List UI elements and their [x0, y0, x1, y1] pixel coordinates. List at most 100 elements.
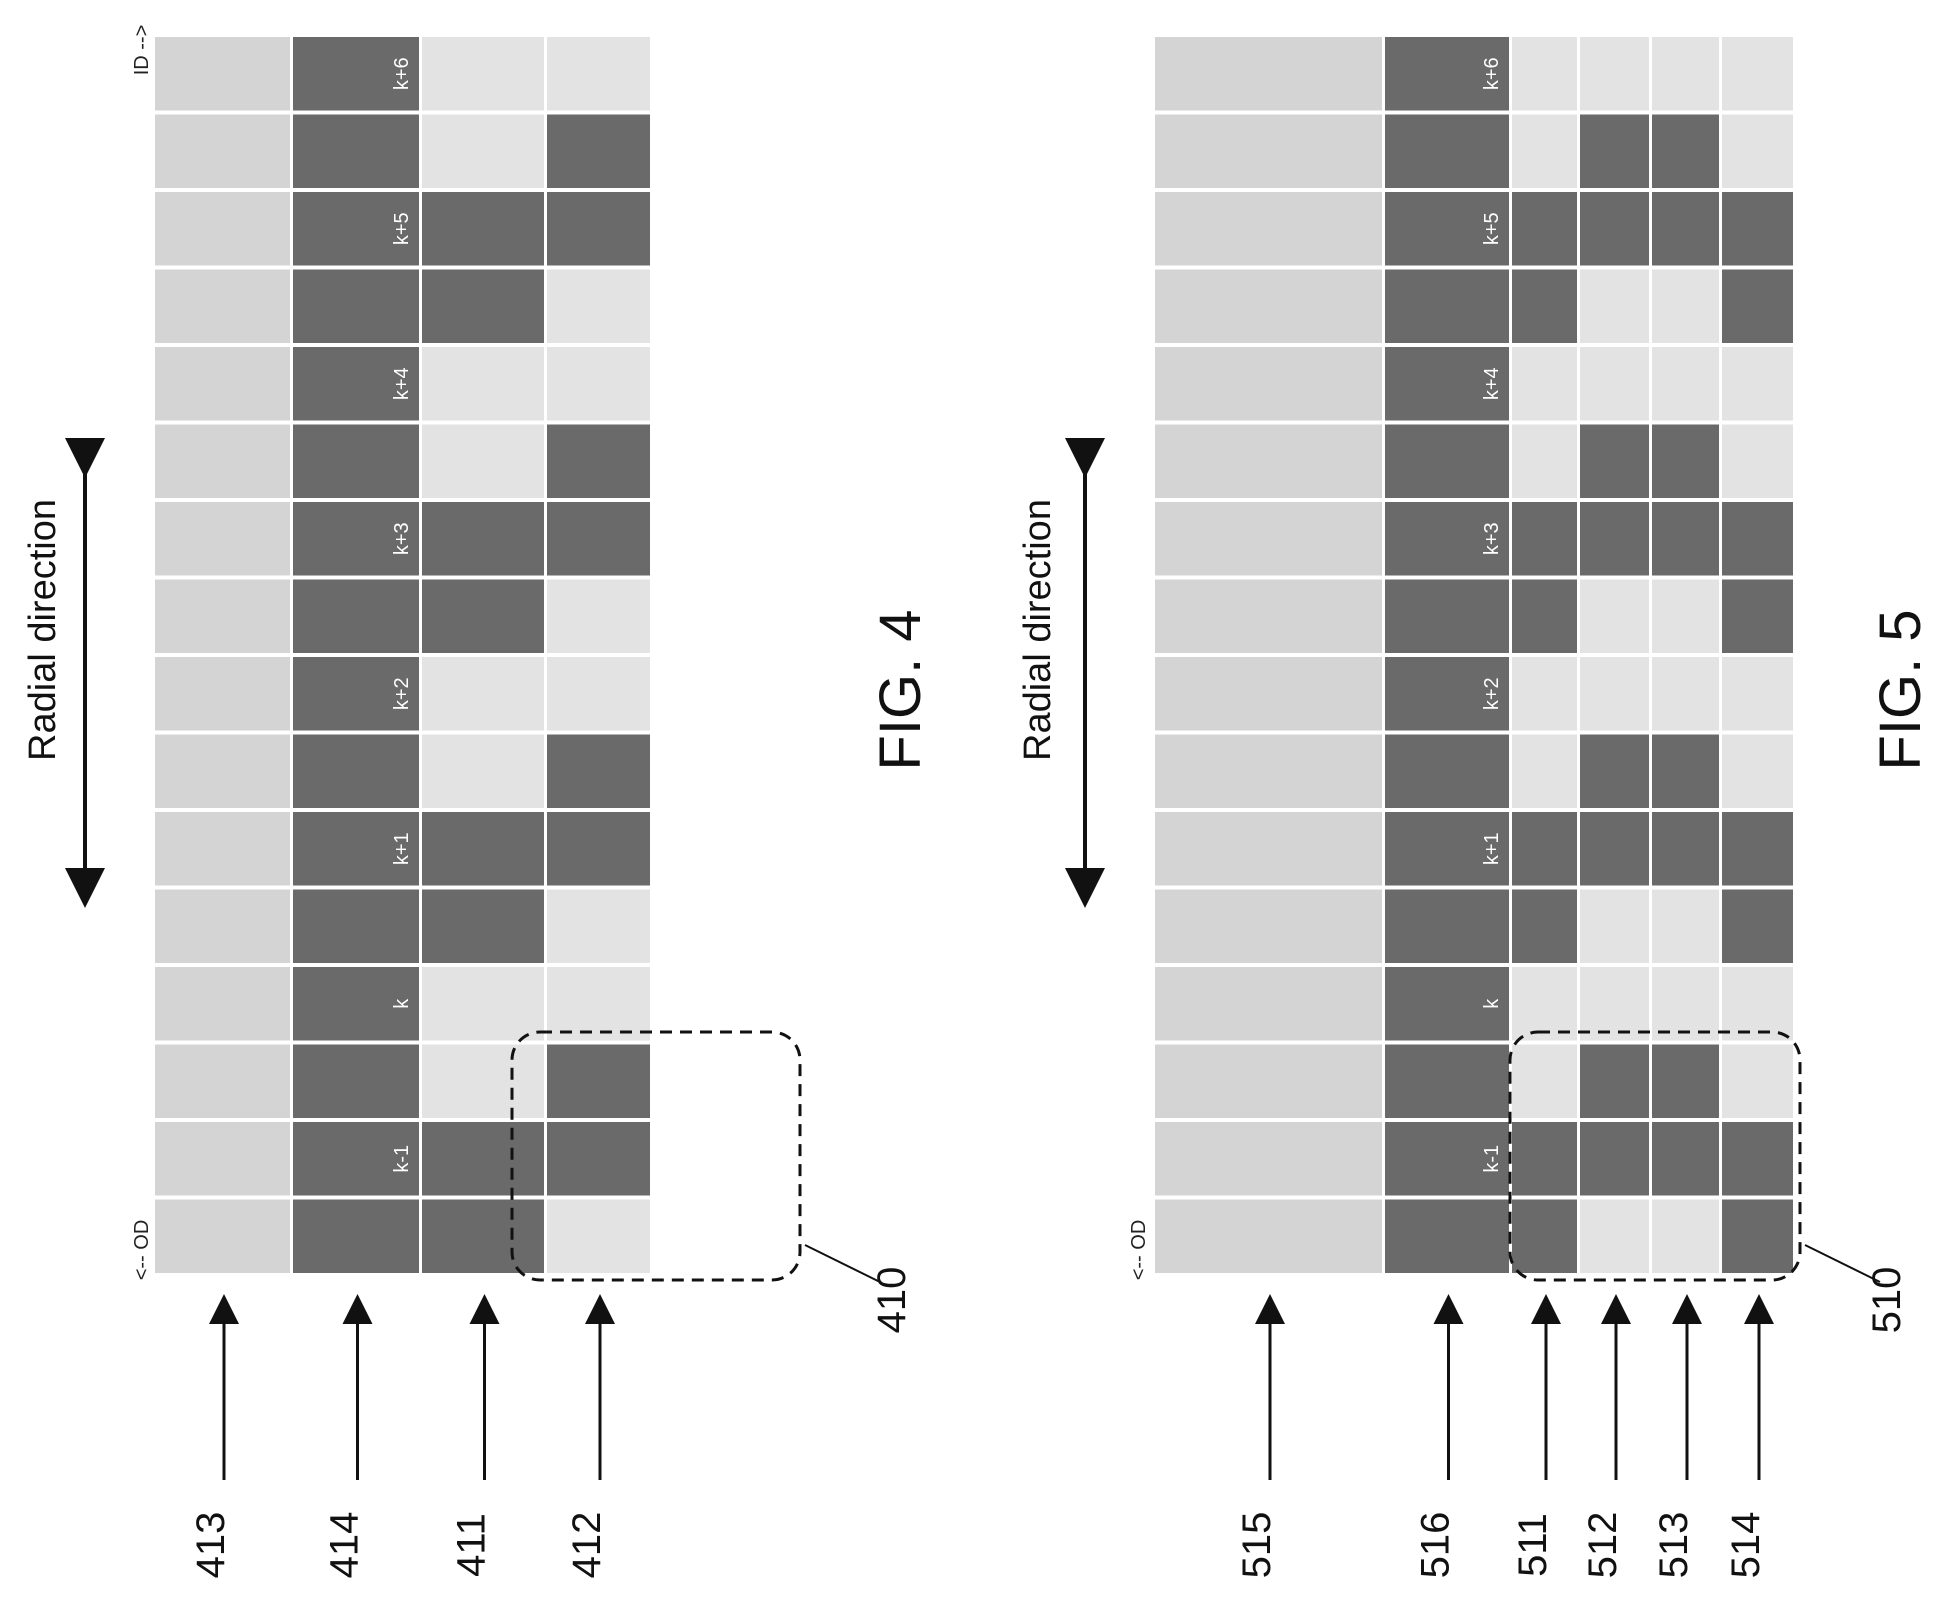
- cell: [1385, 1122, 1509, 1196]
- cell: [1512, 347, 1577, 421]
- cell: [1580, 1122, 1649, 1196]
- cell: [1155, 424, 1382, 498]
- cell: [1580, 114, 1649, 188]
- cell: [1385, 889, 1509, 963]
- od-label: <-- OD: [131, 1220, 153, 1281]
- cell: [1580, 347, 1649, 421]
- cell: [1652, 812, 1719, 886]
- track-row-414: [293, 37, 419, 1273]
- track-row-413: [155, 37, 290, 1273]
- track-label: k+2: [1481, 677, 1503, 710]
- cell: [1722, 347, 1793, 421]
- figure-5: k-1 k k+1 k+2 k+3 k+4 k+5 k+6 <-- OD Radial direc…: [1017, 37, 1933, 1578]
- cell: [1652, 1044, 1719, 1118]
- cell: [155, 37, 290, 111]
- track-label: k: [1481, 998, 1503, 1009]
- cell: [547, 812, 650, 886]
- cell: [293, 269, 419, 343]
- cell: [547, 424, 650, 498]
- track-label: k+6: [1481, 57, 1503, 90]
- cell: [422, 734, 544, 808]
- track-label: k-1: [391, 1145, 413, 1173]
- cell: [293, 37, 419, 111]
- cell: [1580, 424, 1649, 498]
- cell: [422, 502, 544, 576]
- track-label: k+5: [1481, 212, 1503, 245]
- cell: [422, 37, 544, 111]
- cell: [1652, 192, 1719, 266]
- group-label: 510: [1865, 1267, 1909, 1334]
- group-label: 410: [870, 1267, 914, 1334]
- row-reference-label: 411: [450, 1513, 494, 1577]
- cell: [547, 1199, 650, 1273]
- cell: [1722, 967, 1793, 1041]
- cell: [1722, 269, 1793, 343]
- cell: [1722, 1122, 1793, 1196]
- cell: [1722, 657, 1793, 731]
- cell: [1652, 502, 1719, 576]
- cell: [1155, 347, 1382, 421]
- cell: [293, 1122, 419, 1196]
- cell: [293, 812, 419, 886]
- cell: [422, 657, 544, 731]
- cell: [422, 1122, 544, 1196]
- group-leader-line: [804, 1244, 881, 1283]
- row-reference-label: 516: [1414, 1512, 1458, 1579]
- cell: [1155, 502, 1382, 576]
- cell: [1580, 657, 1649, 731]
- cell: [1652, 1199, 1719, 1273]
- cell: [1385, 192, 1509, 266]
- cell: [155, 424, 290, 498]
- cell: [422, 579, 544, 653]
- cell: [155, 1044, 290, 1118]
- row-reference-label: 515: [1235, 1512, 1279, 1579]
- cell: [1652, 424, 1719, 498]
- cell: [1512, 424, 1577, 498]
- cell: [1155, 657, 1382, 731]
- cell: [1580, 579, 1649, 653]
- cell: [293, 657, 419, 731]
- cell: [1580, 967, 1649, 1041]
- cell: [1512, 37, 1577, 111]
- cell: [422, 1044, 544, 1118]
- cell: [1512, 1122, 1577, 1196]
- cell: [1155, 1044, 1382, 1118]
- track-label: k+3: [391, 522, 413, 555]
- track-row-411: [422, 37, 544, 1273]
- cell: [155, 269, 290, 343]
- cell: [1512, 192, 1577, 266]
- cell: [547, 579, 650, 653]
- cell: [1385, 1044, 1509, 1118]
- cell: [1155, 192, 1382, 266]
- cell: [1580, 37, 1649, 111]
- cell: [1385, 269, 1509, 343]
- cell: [1385, 114, 1509, 188]
- cell: [1722, 502, 1793, 576]
- cell: [1580, 502, 1649, 576]
- cell: [1652, 37, 1719, 111]
- track-label: k+1: [391, 832, 413, 865]
- track-row-412: [547, 37, 650, 1273]
- cell: [1385, 579, 1509, 653]
- cell: [547, 889, 650, 963]
- cell: [1155, 114, 1382, 188]
- cell: [155, 579, 290, 653]
- cell: [293, 347, 419, 421]
- cell: [422, 812, 544, 886]
- group-leader-line: [1804, 1244, 1881, 1283]
- cell: [1580, 889, 1649, 963]
- cell: [293, 424, 419, 498]
- cell: [1722, 37, 1793, 111]
- track-label: k+5: [391, 212, 413, 245]
- cell: [1580, 1044, 1649, 1118]
- row-reference-label: 412: [565, 1512, 609, 1579]
- cell: [1512, 269, 1577, 343]
- cell: [1155, 269, 1382, 343]
- cell: [1155, 37, 1382, 111]
- row-reference-label: 513: [1652, 1512, 1696, 1579]
- cell: [547, 1122, 650, 1196]
- cell: [1155, 734, 1382, 808]
- group-outline: [1508, 1030, 1802, 1282]
- cell: [293, 192, 419, 266]
